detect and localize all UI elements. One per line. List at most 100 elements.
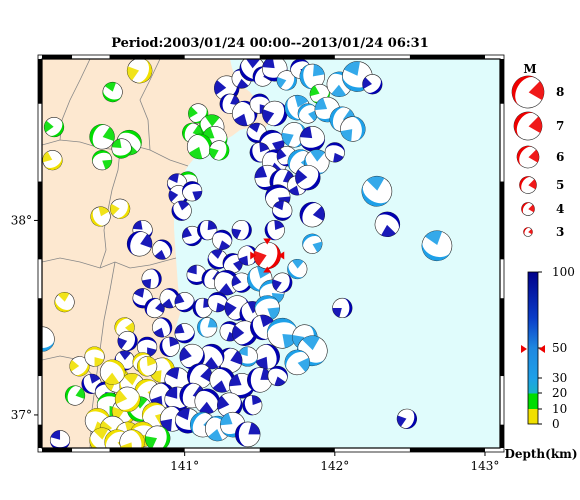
event-beachball (159, 336, 180, 357)
event-beachball (222, 253, 243, 274)
frame-segment (42, 448, 73, 452)
event-beachball (144, 297, 165, 319)
event-beachball (272, 272, 293, 293)
magnitude-legend-ball (521, 202, 535, 216)
frame-segment (38, 181, 42, 260)
magnitude-legend-ball (511, 75, 545, 109)
event-beachball (231, 272, 252, 293)
event-beachball (217, 392, 243, 418)
event-beachball (421, 230, 453, 262)
y-tick-label: 37° (11, 408, 32, 422)
highlight-beachball (253, 241, 281, 270)
depth-tick-label: 10 (552, 402, 567, 416)
frame-segment (109, 55, 185, 59)
event-beachball (117, 330, 138, 352)
frame-segment (38, 298, 42, 377)
event-beachball (247, 367, 273, 393)
event-beachball (186, 133, 213, 160)
event-beachball (267, 365, 288, 387)
frame-segment (42, 55, 73, 59)
map-area (42, 59, 500, 448)
highlight-arrow (278, 251, 285, 260)
event-beachball (209, 140, 230, 161)
frame-segment (109, 448, 185, 452)
event-beachball (262, 100, 288, 127)
map-frame (37, 54, 505, 453)
event-beachball (242, 395, 263, 416)
event-beachball (324, 142, 345, 163)
magnitude-legend-label: 5 (556, 178, 564, 192)
frame-segment (259, 448, 335, 452)
frame-segment (500, 59, 504, 104)
event-beachball (231, 220, 252, 241)
event-beachball (141, 268, 162, 289)
event-beachball (284, 349, 310, 376)
magnitude-legend-label: 6 (556, 150, 564, 164)
map-title: Period:2003/01/24 00:00--2013/01/24 06:3… (111, 36, 429, 51)
event-beachball (137, 356, 158, 377)
frame-segment (500, 181, 504, 260)
magnitude-legend-ball (519, 176, 537, 194)
event-beachball (43, 116, 65, 138)
event-beachball (340, 116, 366, 142)
frame-segment (38, 424, 42, 448)
event-beachball (102, 81, 123, 103)
event-beachball (207, 249, 228, 270)
frame-segment (259, 55, 335, 59)
event-beachball (174, 292, 195, 313)
magnitude-legend-label: 4 (556, 202, 564, 216)
event-beachball (396, 408, 417, 429)
earthquake-events (42, 59, 453, 448)
depth-tick-label: 20 (552, 386, 567, 400)
magnitude-legend-ball (523, 227, 533, 237)
event-beachball (114, 386, 141, 413)
x-tick-label: 142° (320, 459, 349, 473)
event-beachball (362, 74, 383, 95)
event-beachball (89, 124, 115, 150)
magnitude-legend-label: 8 (556, 85, 564, 99)
event-beachball (137, 336, 158, 357)
event-beachball (197, 317, 218, 338)
magnitude-legend-label: 7 (556, 119, 564, 133)
event-beachball (84, 346, 105, 367)
event-beachball (272, 200, 293, 221)
event-beachball (109, 198, 131, 219)
highlight-event (250, 238, 285, 273)
event-beachball (237, 245, 258, 266)
x-tick-label: 143° (471, 459, 500, 473)
event-beachball (42, 150, 63, 171)
event-beachball (254, 343, 280, 370)
depth-marker (521, 345, 527, 353)
event-beachball (152, 239, 173, 260)
x-tick-label: 141° (170, 459, 199, 473)
depth-tick-label: 100 (552, 265, 575, 279)
event-beachball (126, 59, 153, 84)
magnitude-legend-ball (516, 145, 540, 169)
frame-segment (38, 59, 42, 104)
event-beachball (194, 388, 220, 415)
depth-tick-label: 0 (552, 417, 560, 431)
event-beachball (237, 346, 258, 367)
event-beachball (266, 317, 298, 349)
event-beachball (90, 206, 111, 227)
frame-segment (500, 424, 504, 448)
frame-segment (409, 55, 485, 59)
magnitude-legend: M 8 7 6 5 4 3 (511, 62, 564, 239)
event-beachball (42, 326, 55, 352)
event-beachball (299, 63, 325, 90)
event-beachball (302, 233, 323, 254)
event-beachball (119, 429, 145, 448)
axis-ticks: 141° 142° 143° 38° 37° (11, 213, 500, 473)
event-beachball (361, 175, 393, 207)
event-beachball (212, 229, 233, 250)
event-beachball (374, 211, 401, 238)
event-beachball (144, 425, 171, 448)
depth-colorbar (527, 271, 539, 425)
event-beachball (186, 264, 207, 285)
event-beachball (209, 367, 235, 393)
event-beachball (152, 317, 173, 338)
event-beachball (171, 200, 192, 221)
highlight-arrow (250, 251, 257, 260)
event-beachball (276, 70, 297, 91)
